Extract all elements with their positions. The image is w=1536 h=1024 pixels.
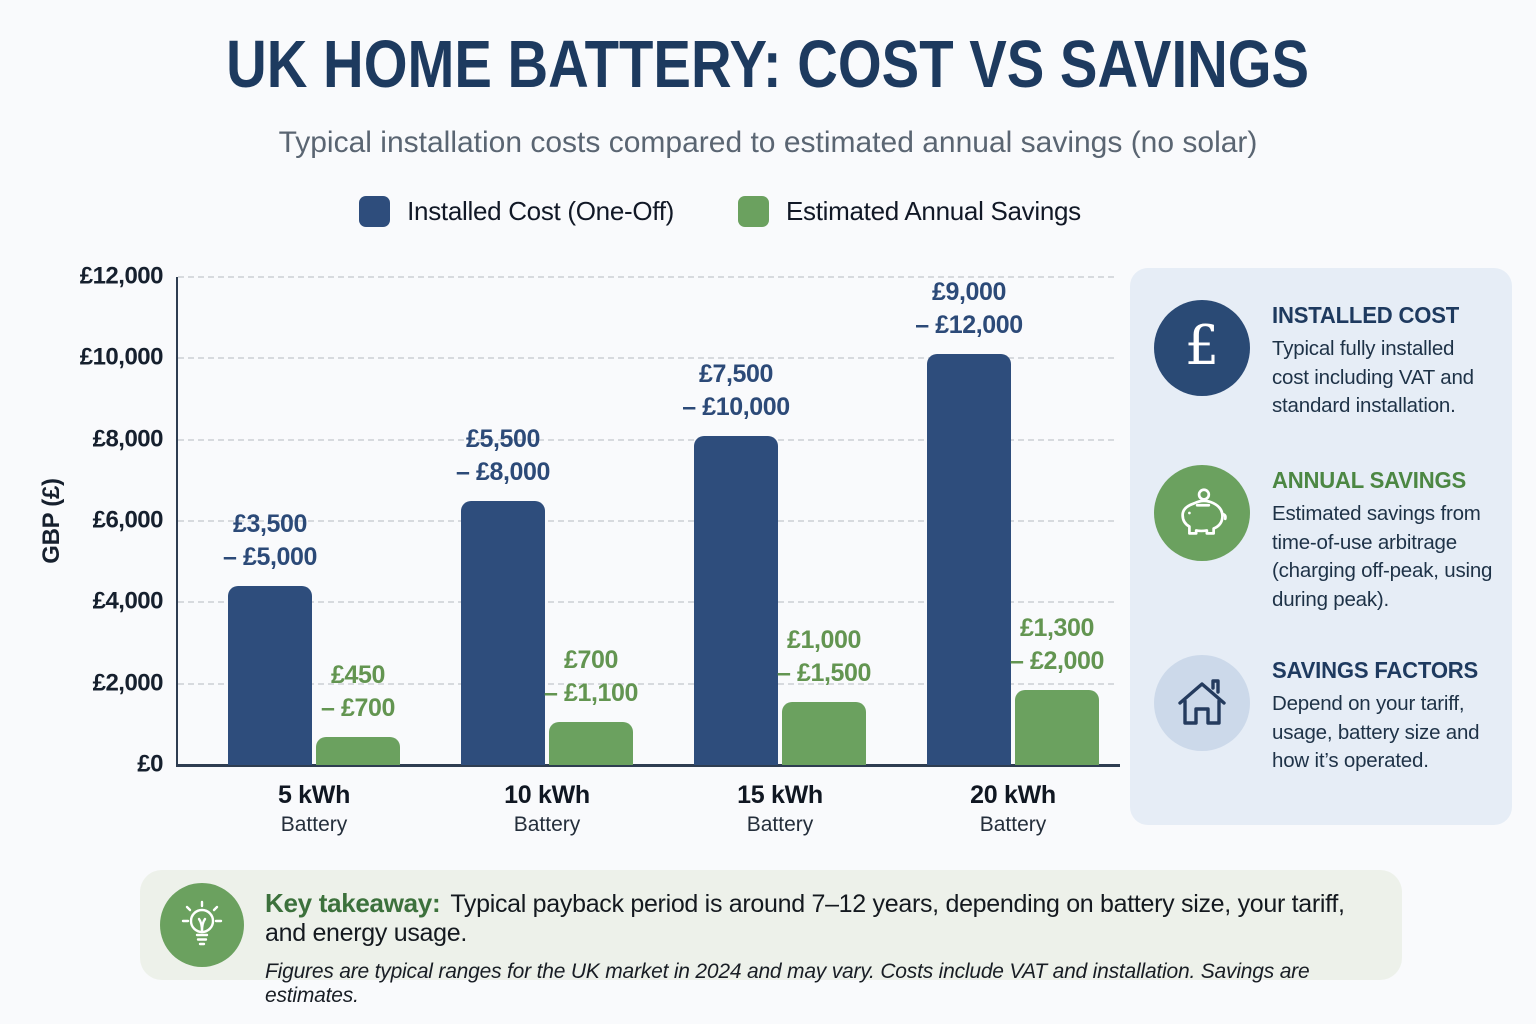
gridline	[178, 357, 1114, 360]
gridline	[178, 438, 1114, 441]
gridline	[178, 601, 1114, 604]
savings-swatch-icon	[738, 196, 769, 227]
y-tick-label: £10,000	[79, 343, 164, 371]
savings-bar	[1015, 690, 1099, 765]
legend-label: Installed Cost (One-Off)	[407, 196, 674, 226]
house-icon	[1154, 655, 1250, 751]
savings-bar	[782, 702, 866, 765]
takeaway-footnote: Figures are typical ranges for the UK ma…	[265, 960, 1310, 1007]
savings-range-label: £1,000– £1,500	[776, 626, 872, 687]
y-tick-label: £2,000	[92, 669, 164, 697]
cost-range-label: £3,500– £5,000	[222, 510, 318, 571]
y-tick-label: £12,000	[79, 262, 164, 290]
pound-icon: £	[1154, 300, 1250, 396]
x-category-label: 10 kWh Battery	[504, 781, 590, 836]
info-item-annual-savings: ANNUAL SAVINGS Estimated savings from ti…	[1154, 465, 1494, 615]
gridline	[178, 520, 1114, 522]
cost-range-label: £5,500– £8,000	[455, 425, 551, 486]
savings-range-label: £700– £1,100	[543, 646, 639, 707]
savings-bar	[316, 737, 400, 765]
page-subtitle: Typical installation costs compared to e…	[278, 126, 1258, 159]
key-takeaway-banner: Key takeaway: Typical payback period is a…	[140, 870, 1402, 1007]
lightbulb-icon	[160, 883, 244, 967]
takeaway-text: Key takeaway: Typical payback period is a…	[265, 888, 1345, 947]
info-heading: ANNUAL SAVINGS	[1272, 467, 1467, 493]
savings-range-label: £450– £700	[320, 661, 396, 722]
savings-range-label: £1,300– £2,000	[1009, 614, 1105, 675]
chart-legend: Installed Cost (One-Off) Estimated Annua…	[0, 196, 1440, 227]
gridline	[178, 682, 1114, 685]
gridline	[178, 276, 1114, 278]
info-body: Typical fully installed cost including V…	[1272, 337, 1474, 418]
y-tick-label: £6,000	[92, 506, 164, 534]
y-tick-label: £8,000	[92, 425, 164, 453]
cost-bar	[461, 501, 545, 765]
legend-label: Estimated Annual Savings	[786, 196, 1081, 226]
x-axis-line	[176, 764, 1120, 767]
info-item-installed-cost: £ INSTALLED COST Typical fully installed…	[1154, 300, 1494, 421]
info-body: Depend on your tariff, usage, battery si…	[1272, 692, 1480, 773]
piggy-bank-icon	[1154, 465, 1250, 561]
cost-bar	[694, 436, 778, 765]
cost-range-label: £7,500– £10,000	[682, 360, 790, 421]
cost-swatch-icon	[359, 196, 391, 227]
takeaway-label: Key takeaway:	[265, 888, 441, 918]
page-title: UK HOME BATTERY: COST VS SAVINGS	[226, 27, 1310, 102]
x-category-label: 15 kWh Battery	[737, 781, 823, 836]
legend-item-installed-cost: Installed Cost (One-Off)	[359, 196, 674, 227]
cost-bar	[228, 586, 312, 765]
y-tick-label: £0	[137, 750, 163, 778]
cost-bar	[927, 354, 1011, 765]
info-item-savings-factors: SAVINGS FACTORS Depend on your tariff, u…	[1154, 655, 1494, 776]
info-panel: £ INSTALLED COST Typical fully installed…	[1130, 268, 1512, 825]
legend-item-annual-savings: Estimated Annual Savings	[738, 196, 1081, 227]
x-category-label: 20 kWh Battery	[970, 781, 1056, 836]
x-category-label: 5 kWh Battery	[277, 781, 351, 836]
y-axis-line	[176, 277, 178, 765]
info-heading: SAVINGS FACTORS	[1272, 657, 1479, 683]
y-tick-label: £4,000	[92, 587, 164, 615]
cost-range-label: £9,000– £12,000	[915, 278, 1023, 339]
info-heading: INSTALLED COST	[1272, 302, 1460, 328]
savings-bar	[549, 722, 633, 765]
header: UK HOME BATTERY: COST VS SAVINGS	[0, 27, 1536, 102]
info-body: Estimated savings from time-of-use arbit…	[1272, 502, 1493, 612]
